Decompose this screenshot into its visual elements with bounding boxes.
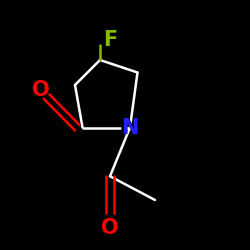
Text: O: O — [32, 80, 50, 100]
Text: N: N — [121, 118, 139, 138]
Text: O: O — [30, 77, 52, 103]
Text: F: F — [103, 30, 117, 50]
Text: N: N — [119, 114, 141, 140]
Text: F: F — [101, 27, 119, 53]
Text: O: O — [99, 214, 121, 240]
Text: O: O — [101, 218, 119, 238]
